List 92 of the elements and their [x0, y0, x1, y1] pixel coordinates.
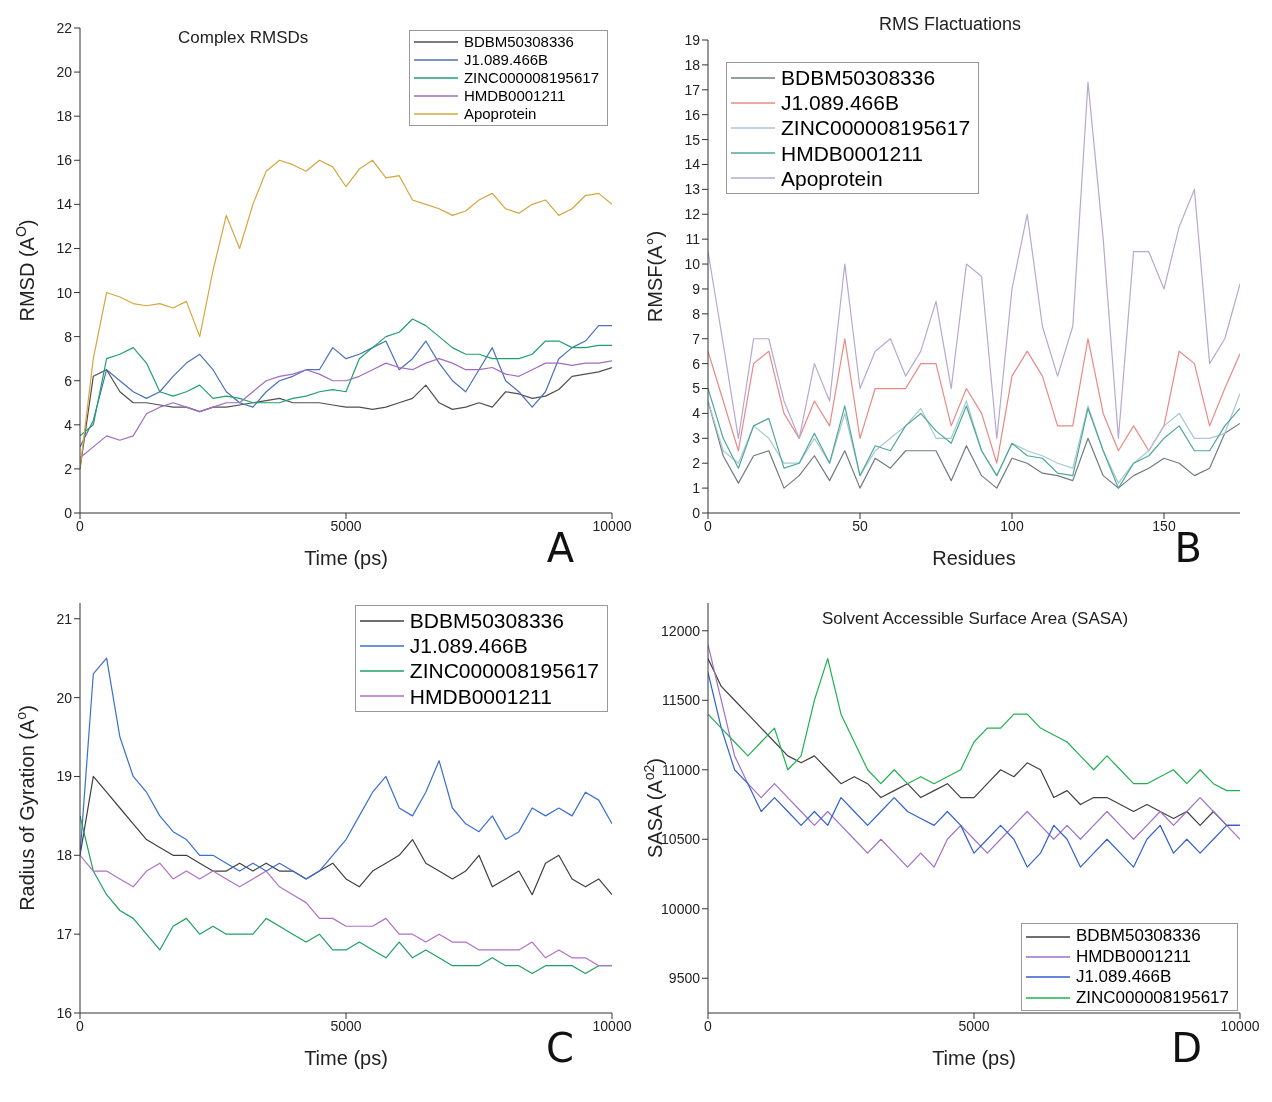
legend-label: BDBM50308336 — [409, 608, 564, 634]
x-tick-label: 5000 — [330, 517, 362, 534]
legend-label: HMDB0001211 — [781, 140, 924, 166]
text: C — [546, 1025, 574, 1071]
y-tick-label: 8 — [64, 328, 73, 345]
legend-label: BDBM50308336 — [1075, 926, 1201, 947]
line-series — [80, 358, 612, 459]
y-axis-title: RMSF(A°) — [644, 230, 666, 323]
y-tick-label: 16 — [56, 1004, 73, 1021]
y-tick-label: 10500 — [661, 831, 701, 848]
y-tick-label: 10000 — [661, 900, 701, 917]
x-tick-label: 10000 — [1220, 1017, 1260, 1034]
x-tick-label: 0 — [704, 517, 713, 534]
y-tick-label: 0 — [692, 504, 701, 521]
text: D — [1171, 1025, 1202, 1071]
y-tick-label: 4 — [692, 405, 701, 422]
y-tick-label: 16 — [56, 152, 73, 169]
legend-label: J1.089.466B — [463, 51, 549, 69]
y-tick-label: 17 — [684, 81, 701, 98]
y-tick-label: 2 — [692, 455, 701, 472]
x-axis-title: Time (ps) — [304, 547, 388, 569]
legend-label: ZINC000008195617 — [463, 69, 599, 87]
x-tick-label: 0 — [76, 517, 85, 534]
y-tick-label: 5 — [692, 380, 701, 397]
y-tick-label: 19 — [684, 31, 701, 48]
x-tick-label: 5000 — [330, 1017, 362, 1034]
y-tick-label: 7 — [692, 330, 701, 347]
y-tick-label: 13 — [684, 181, 701, 198]
x-tick-label: 150 — [1152, 517, 1176, 534]
y-tick-label: 12000 — [661, 622, 701, 639]
x-tick-label: 50 — [852, 517, 868, 534]
y-tick-label: 22 — [56, 19, 73, 36]
legend-label: ZINC000008195617 — [409, 658, 599, 684]
line-series — [80, 657, 612, 880]
legend-label: J1.089.466B — [1075, 967, 1172, 988]
legend-label: BDBM50308336 — [463, 33, 574, 51]
x-axis-title: Time (ps) — [304, 1047, 388, 1069]
chart-title: Complex RMSDs — [178, 28, 309, 48]
legend-label: ZINC000008195617 — [1075, 987, 1229, 1008]
text: A — [546, 525, 574, 571]
legend-label: HMDB0001211 — [463, 87, 566, 105]
y-tick-label: 8 — [692, 305, 701, 322]
legend-label: ZINC000008195617 — [781, 115, 971, 141]
y-tick-label: 15 — [684, 131, 701, 148]
legend-label: BDBM50308336 — [781, 65, 936, 91]
y-tick-label: 18 — [56, 847, 73, 864]
legend-label: J1.089.466B — [781, 90, 899, 116]
y-tick-label: 14 — [684, 156, 701, 173]
x-tick-label: 10000 — [592, 517, 632, 534]
legend-label: HMDB0001211 — [1075, 946, 1191, 968]
y-tick-label: 2 — [64, 460, 73, 477]
x-tick-label: 5000 — [958, 1017, 990, 1034]
text: B — [1174, 525, 1202, 571]
y-tick-label: 11500 — [662, 692, 701, 709]
y-tick-label: 9 — [692, 280, 701, 297]
y-tick-label: 19 — [56, 768, 73, 785]
y-tick-label: 3 — [692, 430, 701, 447]
y-tick-label: 17 — [56, 926, 73, 943]
line-series — [708, 338, 1240, 464]
line-series — [80, 775, 612, 896]
line-series — [708, 657, 1240, 792]
x-tick-label: 0 — [76, 1017, 85, 1034]
y-tick-label: 1 — [692, 480, 701, 497]
y-tick-label: 18 — [56, 108, 73, 125]
y-tick-label: 11 — [685, 231, 701, 248]
y-tick-label: 16 — [684, 106, 701, 123]
x-tick-label: 100 — [1000, 517, 1024, 534]
y-tick-label: 21 — [56, 610, 73, 627]
x-tick-label: 10000 — [592, 1017, 632, 1034]
x-tick-label: 0 — [704, 1017, 713, 1034]
legend-label: Apoprotein — [781, 165, 883, 191]
x-axis-title: Time (ps) — [932, 1047, 1016, 1069]
y-tick-label: 4 — [64, 416, 73, 433]
y-tick-label: 18 — [684, 56, 701, 73]
line-series — [80, 854, 612, 967]
y-tick-label: 10 — [56, 284, 73, 301]
y-tick-label: 20 — [56, 689, 73, 706]
chart-title: RMS Flactuations — [878, 14, 1022, 34]
y-tick-label: 9500 — [668, 970, 701, 987]
legend-label: Apoprotein — [463, 105, 537, 123]
y-tick-label: 20 — [56, 64, 73, 81]
y-tick-label: 6 — [64, 372, 73, 389]
y-tick-label: 0 — [64, 504, 73, 521]
chart-title: Solvent Accessible Surface Area (SASA) — [820, 609, 1130, 629]
y-tick-label: 6 — [692, 355, 701, 372]
x-axis-title: Residues — [932, 547, 1016, 569]
y-tick-label: 12 — [684, 206, 701, 223]
y-tick-label: 12 — [56, 240, 73, 257]
y-tick-label: 14 — [56, 196, 73, 213]
y-tick-label: 10 — [684, 256, 701, 273]
legend-label: J1.089.466B — [409, 633, 528, 659]
legend-label: HMDB0001211 — [409, 683, 552, 709]
